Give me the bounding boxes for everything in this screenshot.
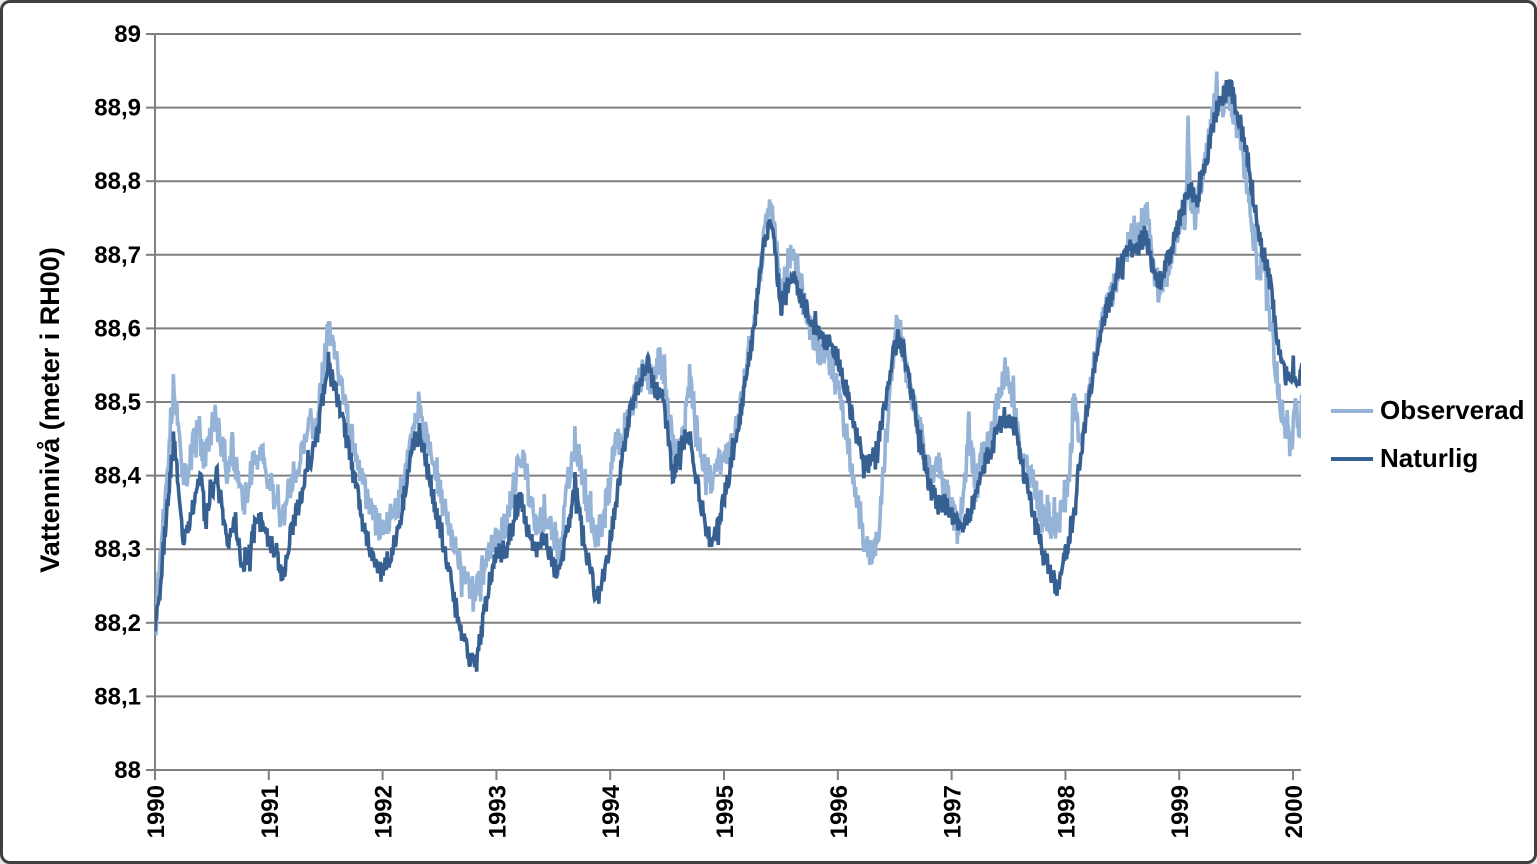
y-tick-label: 88,9 bbox=[94, 95, 141, 122]
x-tick-label: 2000 bbox=[1281, 785, 1308, 838]
x-tick-label: 1990 bbox=[143, 785, 170, 838]
y-tick-label: 88 bbox=[114, 757, 141, 784]
x-tick-label: 1993 bbox=[484, 785, 511, 838]
x-tick-label: 1994 bbox=[598, 784, 625, 838]
x-tick-label: 1992 bbox=[371, 785, 398, 838]
legend: Observerad Naturlig bbox=[1331, 397, 1525, 472]
x-tick-label: 1995 bbox=[712, 785, 739, 838]
y-tick-label: 88,5 bbox=[94, 389, 141, 416]
y-tick-label: 88,3 bbox=[94, 536, 141, 563]
x-tick-label: 1996 bbox=[826, 785, 853, 838]
series-group bbox=[155, 71, 1301, 672]
y-axis-ticks bbox=[146, 33, 155, 771]
legend-label-observerad: Observerad bbox=[1380, 395, 1525, 425]
x-tick-label: 1997 bbox=[940, 785, 967, 838]
y-tick-label: 88,2 bbox=[94, 610, 141, 637]
y-tick-label: 89 bbox=[114, 21, 141, 48]
legend-item-naturlig[interactable]: Naturlig bbox=[1331, 445, 1525, 472]
legend-item-observerad[interactable]: Observerad bbox=[1331, 397, 1525, 424]
y-tick-label: 88,6 bbox=[94, 315, 141, 342]
y-axis-title: Vattennivå (meter i RH00) bbox=[35, 247, 65, 573]
legend-line-observerad-icon bbox=[1331, 408, 1373, 413]
water-level-line-chart: 89 88,9 88,8 88,7 88,6 88,5 88,4 88,3 88,2 88,1 88… bbox=[35, 21, 1308, 838]
x-axis-ticks bbox=[154, 770, 1295, 780]
x-axis-labels: 1990 1991 1992 1993 1994 1995 1996 1997 1998 1999… bbox=[143, 784, 1308, 838]
series-line-naturlig bbox=[155, 79, 1301, 672]
y-tick-label: 88,8 bbox=[94, 168, 141, 195]
y-tick-label: 88,4 bbox=[94, 463, 141, 490]
legend-line-naturlig-icon bbox=[1331, 456, 1373, 461]
legend-label-naturlig: Naturlig bbox=[1380, 443, 1479, 473]
y-axis-labels: 89 88,9 88,8 88,7 88,6 88,5 88,4 88,3 88,2 88,1 88 bbox=[94, 21, 141, 784]
x-tick-label: 1991 bbox=[257, 785, 284, 838]
y-tick-label: 88,1 bbox=[94, 683, 141, 710]
y-tick-label: 88,7 bbox=[94, 242, 141, 269]
x-tick-label: 1999 bbox=[1167, 785, 1194, 838]
x-tick-label: 1998 bbox=[1053, 785, 1080, 838]
gridlines bbox=[155, 33, 1301, 771]
